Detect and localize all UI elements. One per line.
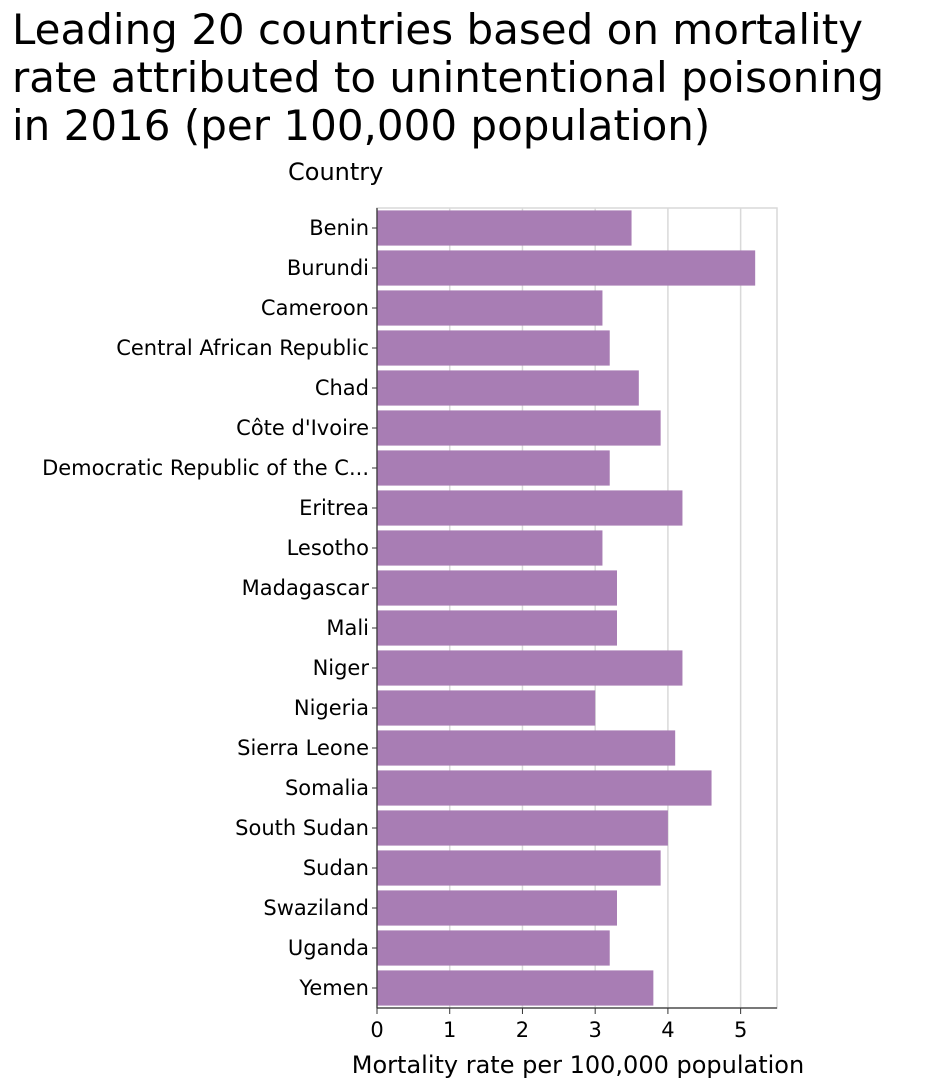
y-tick-labels: Benin Burundi Cameroon Central African Repu… <box>42 216 369 1000</box>
bar <box>377 690 596 726</box>
y-tick-label: Mali <box>326 616 369 640</box>
y-tick-label: Yemen <box>298 976 369 1000</box>
y-tick-label: South Sudan <box>235 816 369 840</box>
x-tick-labels: 0 1 2 3 4 5 <box>370 1018 747 1042</box>
bar <box>377 250 756 286</box>
y-tick-label: Eritrea <box>299 496 369 520</box>
chart-title: Leading 20 countries based on mortality … <box>12 5 885 150</box>
axes <box>372 208 777 1014</box>
plot-frame <box>376 207 778 1009</box>
bar <box>377 410 661 446</box>
y-tick-label: Central African Republic <box>116 336 369 360</box>
bar <box>377 770 712 806</box>
x-tick-label: 2 <box>516 1018 529 1042</box>
bar <box>377 210 632 246</box>
bar <box>377 290 603 326</box>
bar <box>377 450 610 486</box>
x-tick-label: 5 <box>734 1018 747 1042</box>
y-tick-label: Niger <box>313 656 370 680</box>
bars <box>377 210 756 1006</box>
bar <box>377 370 639 406</box>
y-tick-label: Somalia <box>285 776 369 800</box>
y-tick-label: Lesotho <box>287 536 369 560</box>
y-tick-label: Burundi <box>287 256 369 280</box>
y-tick-label: Chad <box>315 376 369 400</box>
y-tick-label: Côte d'Ivoire <box>236 416 369 440</box>
y-tick-label: Cameroon <box>261 296 369 320</box>
bar <box>377 570 617 606</box>
bar <box>377 890 617 926</box>
y-tick-label: Nigeria <box>294 696 369 720</box>
bar <box>377 850 661 886</box>
x-tick-label: 3 <box>588 1018 601 1042</box>
grid-lines <box>376 207 778 1009</box>
bar <box>377 970 654 1006</box>
bar <box>377 810 668 846</box>
bar <box>377 610 617 646</box>
y-tick-label: Sudan <box>303 856 369 880</box>
y-tick-label: Uganda <box>288 936 369 960</box>
bar <box>377 730 676 766</box>
bar <box>377 930 610 966</box>
y-tick-label: Sierra Leone <box>237 736 369 760</box>
bar <box>377 530 603 566</box>
x-tick-label: 0 <box>370 1018 383 1042</box>
x-tick-label: 4 <box>661 1018 674 1042</box>
x-tick-label: 1 <box>443 1018 456 1042</box>
y-axis-label: Country <box>288 158 383 186</box>
y-tick-label: Benin <box>309 216 369 240</box>
bar <box>377 330 610 366</box>
y-tick-label: Madagascar <box>242 576 370 600</box>
bar <box>377 490 683 526</box>
x-axis-label: Mortality rate per 100,000 population <box>352 1051 804 1079</box>
y-tick-label: Democratic Republic of the C... <box>42 456 369 480</box>
y-tick-label: Swaziland <box>263 896 369 920</box>
bar <box>377 650 683 686</box>
